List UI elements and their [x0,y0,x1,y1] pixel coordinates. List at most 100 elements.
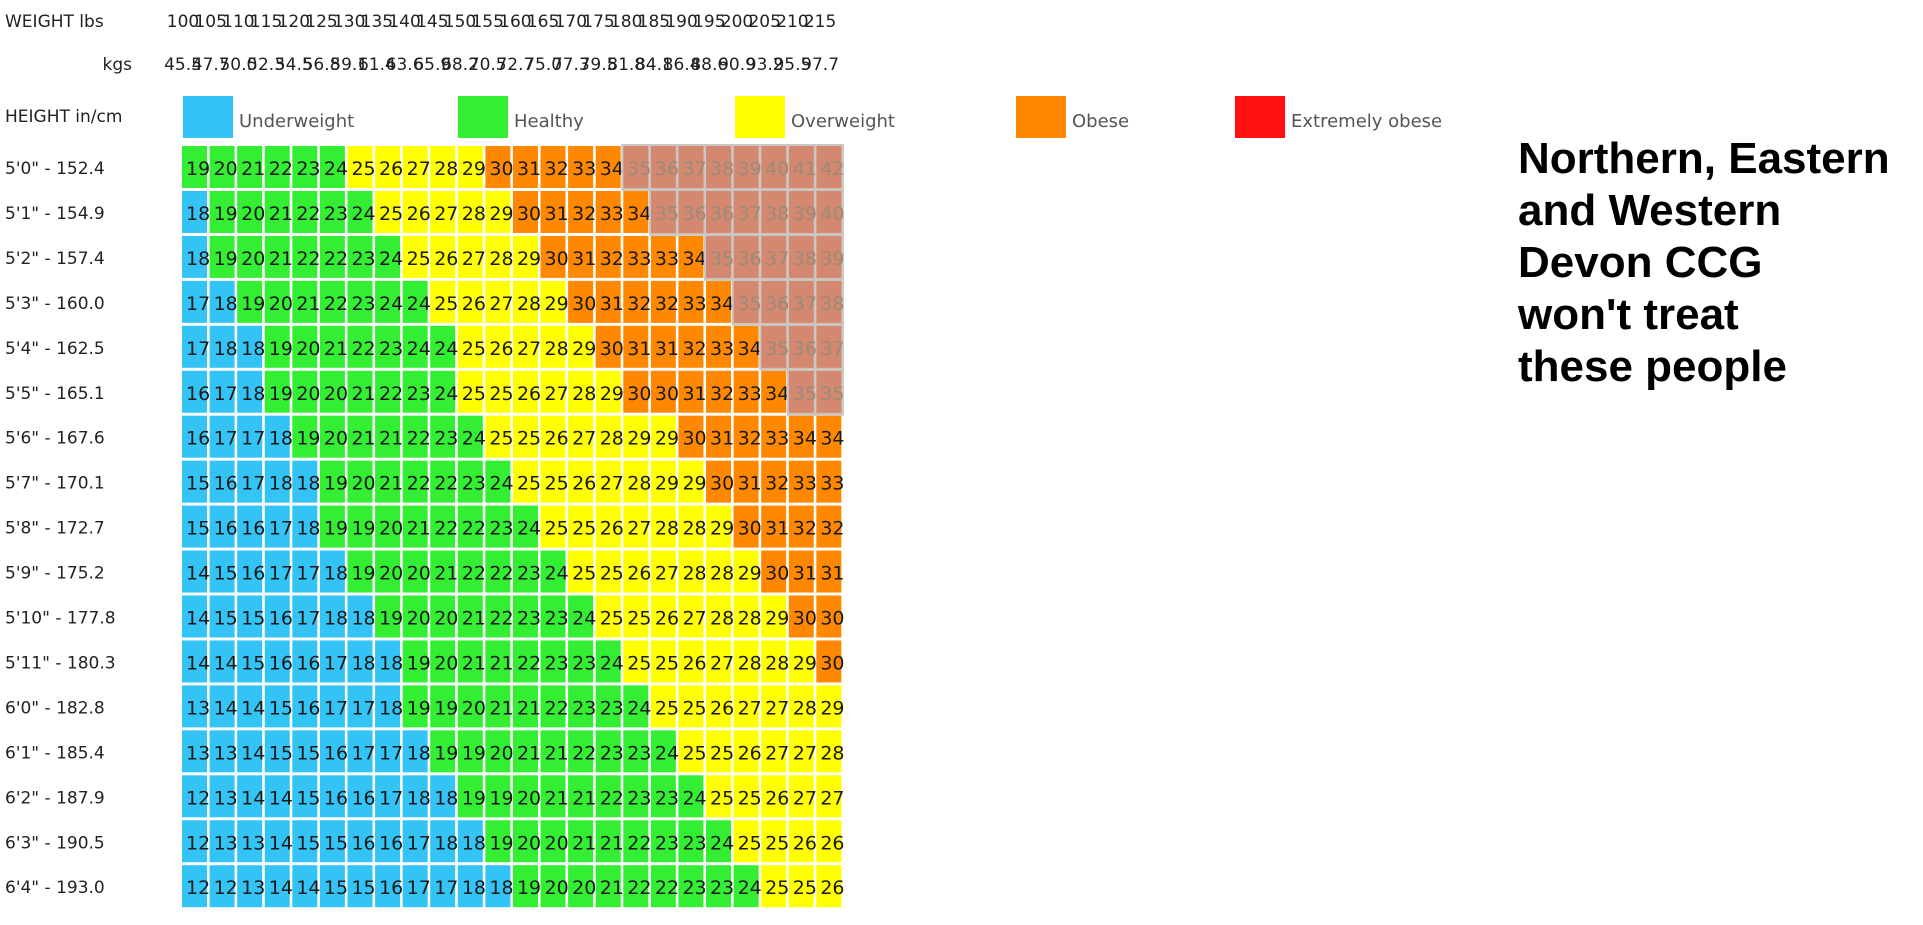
bmi-cell-value: 31 [627,338,651,360]
bmi-cell [512,640,538,683]
bmi-cell-value: 22 [489,608,513,630]
bmi-cell [706,640,732,683]
bmi-cell-value: 31 [572,248,596,270]
bmi-cell [733,640,759,683]
bmi-cell-value: 15 [296,742,320,764]
bmi-cell [430,235,456,278]
bmi-cell-value: 23 [351,293,375,315]
height-tick: 6'0" - 182.8 [5,698,105,718]
legend-label: Healthy [514,111,584,132]
bmi-cell-value: 12 [214,877,238,899]
bmi-cell [264,550,290,593]
bmi-cell [264,460,290,503]
bmi-cell [264,415,290,458]
bmi-cell-value: 19 [269,338,293,360]
height-tick: 6'4" - 193.0 [5,878,105,898]
bmi-cell-value: 23 [434,428,458,450]
legend-swatch [1235,96,1285,138]
bmi-cell [402,146,428,188]
bmi-cell [209,235,235,278]
bmi-cell [375,730,401,773]
overlay-cell-value: 35 [765,338,789,360]
bmi-cell-value: 24 [655,742,679,764]
bmi-cell [623,505,649,548]
bmi-cell [733,460,759,503]
bmi-cell [264,370,290,413]
height-tick: 5'8" - 172.7 [5,519,105,539]
bmi-cell-value: 15 [186,518,210,540]
bmi-cell-value: 15 [186,473,210,495]
bmi-cell [430,325,456,368]
bmi-cell [485,190,511,233]
bmi-cell [623,460,649,503]
bmi-cell [595,370,621,413]
bmi-cell-value: 14 [269,877,293,899]
bmi-cell-value: 18 [324,563,348,585]
bmi-cell [650,235,676,278]
bmi-cell-value: 28 [489,248,513,270]
bmi-cell-value: 19 [407,652,431,674]
bmi-cell [182,730,207,773]
overlay-cell-value: 39 [820,248,844,270]
bmi-cell [706,280,732,323]
bmi-cell [375,775,401,818]
bmi-cell-value: 15 [324,877,348,899]
bmi-cell [788,775,814,818]
bmi-cell-value: 14 [186,652,210,674]
bmi-cell [706,370,732,413]
bmi-cell-value: 28 [710,563,734,585]
bmi-cell [347,370,373,413]
bmi-cell-value: 33 [765,428,789,450]
bmi-cell [623,325,649,368]
bmi-cell [457,685,483,728]
bmi-cell [457,190,483,233]
bmi-cell-value: 25 [351,158,375,180]
bmi-cell [292,865,318,908]
weight-kgs-tick: 56.8 [303,55,341,75]
bmi-cell-value: 28 [627,473,651,495]
bmi-cell-value: 21 [296,293,320,315]
overlay-cell-value: 35 [738,293,762,315]
bmi-cell [678,325,704,368]
bmi-cell [595,460,621,503]
bmi-cell [512,730,538,773]
overlay-cell [759,144,789,191]
bmi-cell-value: 19 [269,383,293,405]
bmi-cell [540,730,566,773]
bmi-cell [375,595,401,638]
bmi-cell-value: 13 [214,787,238,809]
bmi-cell-value: 28 [738,652,762,674]
weight-lbs-tick: 140 [388,12,420,32]
bmi-cell-value: 27 [434,203,458,225]
bmi-cell [457,775,483,818]
bmi-cell-value: 20 [517,832,541,854]
bmi-cell-value: 33 [738,383,762,405]
bmi-cell [733,730,759,773]
bmi-cell-value: 27 [738,697,762,719]
height-tick: 5'7" - 170.1 [5,474,105,494]
bmi-cell [623,820,649,863]
bmi-cell-value: 20 [214,158,238,180]
bmi-cell-value: 17 [324,697,348,719]
bmi-cell [292,640,318,683]
bmi-cell-value: 29 [655,428,679,450]
bmi-cell-value: 28 [545,338,569,360]
bmi-cell [595,550,621,593]
weight-lbs-tick: 105 [194,12,226,32]
bmi-cell-value: 19 [214,248,238,270]
bmi-cell-value: 13 [214,832,238,854]
bmi-cell [430,865,456,908]
bmi-cell [540,550,566,593]
bmi-cell [292,550,318,593]
bmi-cell [788,730,814,773]
weight-lbs-tick: 150 [444,12,476,32]
bmi-cell-value: 25 [489,383,513,405]
bmi-cell-value: 15 [296,787,320,809]
bmi-cell-value: 26 [710,697,734,719]
bmi-cell-value: 34 [793,428,817,450]
height-labels: 5'0" - 152.4 5'1" - 154.9 5'2" - 157.4 5'3"… [5,159,116,898]
bmi-cell [457,235,483,278]
bmi-cell-value: 18 [269,473,293,495]
bmi-cell-value: 30 [545,248,569,270]
bmi-cell-value: 27 [655,563,679,585]
